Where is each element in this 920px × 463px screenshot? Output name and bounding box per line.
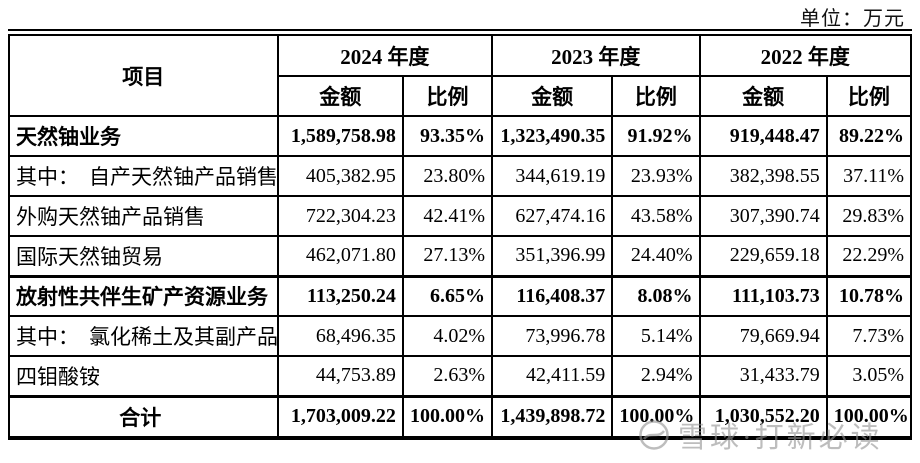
cell-2022-ratio: 29.83% bbox=[825, 195, 913, 237]
cell-2024-amount: 462,071.80 bbox=[276, 235, 404, 277]
cell-2023-amount: 351,396.99 bbox=[491, 235, 614, 277]
row-prefix: 其中： bbox=[16, 165, 79, 189]
header-row-years: 项目 2024 年度 2023 年度 2022 年度 bbox=[8, 36, 912, 117]
cell-2024-amount: 1,703,009.22 bbox=[276, 394, 404, 436]
year-header-2022: 2022 年度 bbox=[698, 36, 912, 77]
row-name: 天然铀业务 bbox=[16, 125, 121, 149]
row-label: 四钼酸铵 bbox=[8, 355, 279, 397]
ratio-header-2022: 比例 bbox=[825, 75, 913, 117]
cell-2022-amount: 1,030,552.20 bbox=[698, 394, 828, 436]
row-label: 合计 bbox=[8, 394, 279, 436]
cell-2022-amount: 111,103.73 bbox=[698, 274, 828, 317]
row-name: 四钼酸铵 bbox=[16, 364, 100, 389]
row-label: 天然铀业务 bbox=[8, 115, 279, 157]
cell-2023-amount: 1,323,490.35 bbox=[491, 115, 614, 157]
cell-2023-ratio: 8.08% bbox=[611, 274, 701, 317]
cell-2022-ratio: 100.00% bbox=[825, 394, 913, 436]
row-label: 国际天然铀贸易 bbox=[8, 235, 279, 277]
cell-2023-amount: 116,408.37 bbox=[491, 274, 614, 317]
table-row-purchased-sales: 外购天然铀产品销售 722,304.23 42.41% 627,474.16 4… bbox=[8, 195, 913, 237]
cell-2023-ratio: 100.00% bbox=[611, 394, 701, 436]
table-row-ammonium-tetramolybdate: 四钼酸铵 44,753.89 2.63% 42,411.59 2.94% 31,… bbox=[8, 355, 913, 397]
cell-2023-amount: 627,474.16 bbox=[491, 195, 614, 237]
table-row-natural-uranium: 天然铀业务 1,589,758.98 93.35% 1,323,490.35 9… bbox=[8, 115, 913, 157]
table-row-self-produced-sales: 其中： 自产天然铀产品销售 405,382.95 23.80% 344,619.1… bbox=[8, 155, 913, 197]
cell-2022-ratio: 7.73% bbox=[825, 315, 913, 357]
cell-2023-ratio: 2.94% bbox=[611, 355, 701, 397]
amount-header-2023: 金额 bbox=[491, 75, 614, 117]
year-header-2024: 2024 年度 bbox=[276, 36, 494, 77]
cell-2024-amount: 722,304.23 bbox=[276, 195, 404, 237]
revenue-by-segment-table: 项目 2024 年度 2023 年度 2022 年度 金额 比例 金额 比例 金… bbox=[8, 36, 913, 436]
cell-2024-ratio: 27.13% bbox=[401, 235, 494, 277]
cell-2022-amount: 919,448.47 bbox=[698, 115, 828, 157]
table-row-international-trade: 国际天然铀贸易 462,071.80 27.13% 351,396.99 24.… bbox=[8, 235, 913, 277]
row-name: 国际天然铀贸易 bbox=[16, 244, 163, 269]
row-name: 自产天然铀产品销售 bbox=[89, 165, 278, 189]
row-label: 其中： 自产天然铀产品销售 bbox=[8, 155, 279, 197]
item-column-header: 项目 bbox=[8, 36, 279, 117]
cell-2022-ratio: 22.29% bbox=[825, 235, 913, 277]
cell-2023-amount: 1,439,898.72 bbox=[491, 394, 614, 436]
cell-2022-ratio: 10.78% bbox=[825, 274, 913, 317]
cell-2022-amount: 31,433.79 bbox=[698, 355, 828, 397]
cell-2023-ratio: 43.58% bbox=[611, 195, 701, 237]
cell-2022-amount: 307,390.74 bbox=[698, 195, 828, 237]
unit-label: 单位：万元 bbox=[800, 8, 905, 30]
cell-2024-ratio: 2.63% bbox=[401, 355, 494, 397]
cell-2023-amount: 73,996.78 bbox=[491, 315, 614, 357]
row-name: 合计 bbox=[119, 405, 162, 430]
row-name: 外购天然铀产品销售 bbox=[16, 205, 205, 229]
cell-2023-ratio: 24.40% bbox=[611, 235, 701, 277]
cell-2024-ratio: 6.65% bbox=[401, 274, 494, 317]
ratio-header-2023: 比例 bbox=[611, 75, 701, 117]
row-label: 放射性共伴生矿产资源业务 bbox=[8, 274, 279, 317]
row-name: 氯化稀土及其副产品 bbox=[89, 325, 278, 349]
row-prefix: 其中： bbox=[16, 325, 79, 349]
cell-2024-ratio: 42.41% bbox=[401, 195, 494, 237]
cell-2022-ratio: 89.22% bbox=[825, 115, 913, 157]
revenue-table-container: 项目 2024 年度 2023 年度 2022 年度 金额 比例 金额 比例 金… bbox=[8, 29, 913, 440]
cell-2023-ratio: 91.92% bbox=[611, 115, 701, 157]
cell-2024-ratio: 23.80% bbox=[401, 155, 494, 197]
cell-2024-amount: 1,589,758.98 bbox=[276, 115, 404, 157]
cell-2024-ratio: 93.35% bbox=[401, 115, 494, 157]
cell-2022-ratio: 37.11% bbox=[825, 155, 913, 197]
table-row-rare-earth-chloride: 其中： 氯化稀土及其副产品 68,496.35 4.02% 73,996.78 5… bbox=[8, 315, 913, 357]
amount-header-2022: 金额 bbox=[698, 75, 828, 117]
cell-2024-amount: 405,382.95 bbox=[276, 155, 404, 197]
header-row-measures: 金额 比例 金额 比例 金额 比例 bbox=[9, 75, 913, 117]
row-label: 其中： 氯化稀土及其副产品 bbox=[8, 315, 279, 357]
cell-2024-amount: 44,753.89 bbox=[276, 355, 404, 397]
cell-2023-amount: 344,619.19 bbox=[491, 155, 614, 197]
row-label: 外购天然铀产品销售 bbox=[8, 195, 279, 237]
cell-2023-ratio: 5.14% bbox=[611, 315, 701, 357]
table-row-radioactive-co-mineral: 放射性共伴生矿产资源业务 113,250.24 6.65% 116,408.37… bbox=[8, 274, 913, 317]
table-row-total: 合计 1,703,009.22 100.00% 1,439,898.72 100… bbox=[8, 394, 913, 436]
cell-2022-ratio: 3.05% bbox=[825, 355, 913, 397]
ratio-header-2024: 比例 bbox=[401, 75, 494, 117]
amount-header-2024: 金额 bbox=[276, 75, 404, 117]
year-header-2023: 2023 年度 bbox=[491, 36, 701, 77]
cell-2024-ratio: 4.02% bbox=[401, 315, 494, 357]
cell-2022-amount: 79,669.94 bbox=[698, 315, 828, 357]
row-name: 放射性共伴生矿产资源业务 bbox=[16, 285, 268, 310]
cell-2024-amount: 68,496.35 bbox=[276, 315, 404, 357]
cell-2022-amount: 229,659.18 bbox=[698, 235, 828, 277]
cell-2024-amount: 113,250.24 bbox=[276, 274, 404, 317]
cell-2024-ratio: 100.00% bbox=[401, 394, 494, 436]
cell-2022-amount: 382,398.55 bbox=[698, 155, 828, 197]
cell-2023-ratio: 23.93% bbox=[611, 155, 701, 197]
cell-2023-amount: 42,411.59 bbox=[491, 355, 614, 397]
